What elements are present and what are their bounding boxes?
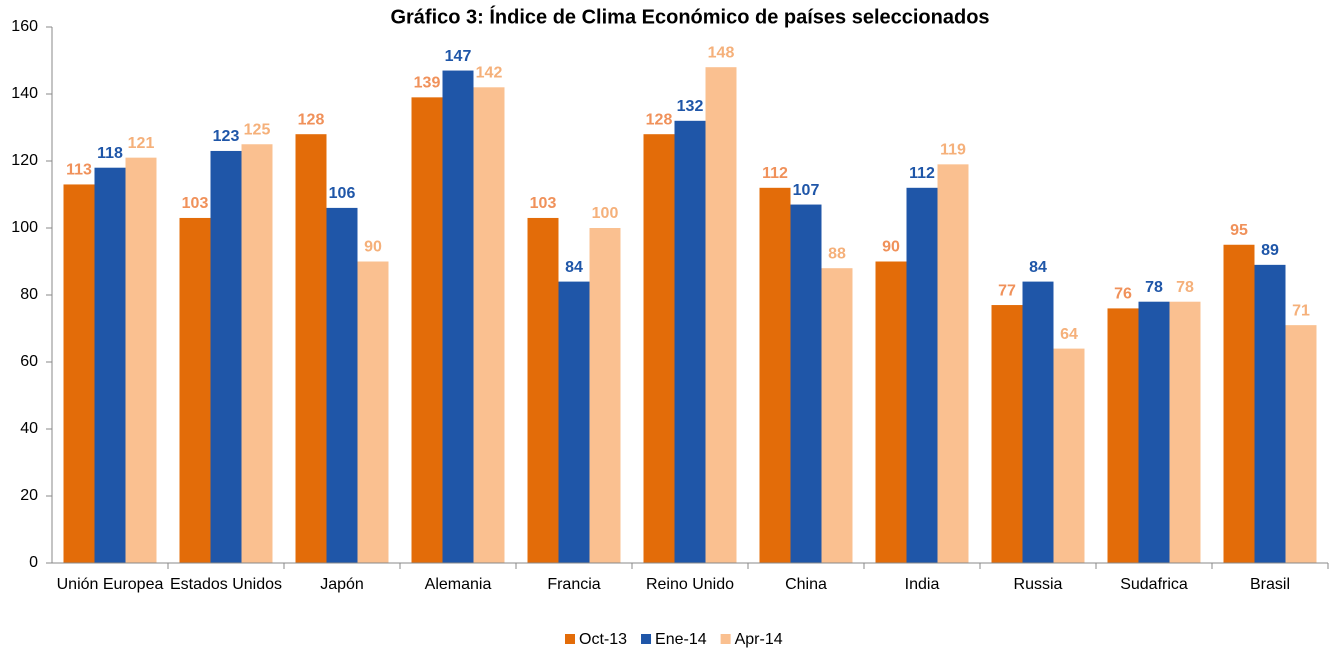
bar: [674, 120, 706, 564]
x-tick-label: Brasil: [1250, 576, 1290, 593]
bar: [937, 164, 969, 563]
value-label: 148: [708, 44, 735, 61]
value-label: 128: [298, 111, 325, 128]
value-label: 78: [1176, 279, 1194, 296]
x-tick-label: China: [785, 576, 827, 593]
value-label: 128: [646, 111, 673, 128]
value-label: 95: [1230, 222, 1248, 239]
value-label: 77: [998, 282, 1016, 299]
y-tick-label: 60: [20, 353, 38, 370]
bar: [1022, 281, 1054, 563]
value-label: 142: [476, 65, 503, 82]
y-tick-label: 20: [20, 487, 38, 504]
bar: [357, 261, 389, 563]
bar: [991, 305, 1023, 563]
bar: [326, 207, 358, 563]
value-label: 88: [828, 245, 846, 262]
value-label: 90: [364, 239, 382, 256]
bar: [1223, 244, 1255, 563]
value-label: 112: [762, 165, 788, 182]
value-label: 125: [244, 121, 271, 138]
value-label: 118: [97, 145, 123, 162]
value-label: 107: [793, 182, 820, 199]
y-tick-label: 40: [20, 420, 38, 437]
y-tick-label: 140: [11, 85, 38, 102]
bar: [527, 217, 559, 563]
value-label: 147: [445, 48, 472, 65]
bar: [1053, 348, 1085, 563]
legend-swatch: [641, 634, 652, 644]
value-label: 84: [1029, 259, 1047, 276]
bar: [705, 67, 737, 563]
value-label: 90: [882, 239, 900, 256]
legend-label: Apr-14: [735, 631, 783, 648]
x-tick-label: Japón: [320, 576, 364, 593]
x-tick-label: Unión Europea: [57, 576, 164, 593]
bar: [1169, 301, 1201, 563]
value-label: 112: [909, 165, 935, 182]
legend-swatch: [565, 634, 575, 644]
x-tick-label: Alemania: [425, 576, 492, 593]
legend-label: Ene-14: [655, 631, 707, 648]
y-tick-label: 100: [11, 219, 38, 236]
value-label: 89: [1261, 242, 1279, 259]
y-tick-label: 0: [29, 554, 38, 571]
value-label: 71: [1292, 302, 1310, 319]
bar: [94, 167, 126, 563]
bar: [1138, 301, 1170, 563]
value-label: 119: [940, 142, 966, 159]
bar: [589, 228, 621, 563]
bar: [558, 281, 590, 563]
value-label: 100: [592, 205, 619, 222]
bar: [125, 157, 157, 563]
x-tick-label: Sudafrica: [1120, 576, 1188, 593]
x-tick-label: Russia: [1014, 576, 1063, 593]
bar: [210, 150, 242, 563]
value-label: 76: [1114, 286, 1132, 303]
bar: [473, 87, 505, 564]
x-tick-label: India: [905, 576, 940, 593]
value-label: 78: [1145, 279, 1163, 296]
bar: [643, 134, 675, 563]
bar: [442, 70, 474, 564]
value-label: 103: [182, 195, 209, 212]
x-tick-label: Estados Unidos: [170, 576, 282, 593]
legend-swatch: [720, 634, 731, 644]
bar: [1254, 264, 1286, 563]
value-label: 84: [565, 259, 583, 276]
bar: [906, 187, 938, 564]
value-label: 121: [128, 135, 155, 152]
bar: [1285, 325, 1317, 563]
value-label: 64: [1060, 326, 1078, 343]
bar: [63, 184, 95, 563]
y-tick-label: 160: [11, 18, 38, 35]
bar: [821, 268, 853, 563]
x-tick-label: Francia: [547, 576, 600, 593]
value-label: 132: [677, 98, 704, 115]
bar: [411, 97, 443, 563]
legend-label: Oct-13: [579, 631, 627, 648]
value-label: 139: [414, 75, 441, 92]
y-tick-label: 120: [11, 152, 38, 169]
value-label: 106: [329, 185, 356, 202]
bar: [241, 144, 273, 563]
bar: [759, 187, 791, 564]
value-label: 103: [530, 195, 557, 212]
bar: [179, 217, 211, 563]
value-label: 113: [66, 162, 92, 179]
y-tick-label: 80: [20, 286, 38, 303]
bar: [875, 261, 907, 563]
chart-title: Gráfico 3: Índice de Clima Económico de …: [390, 5, 989, 28]
x-tick-label: Reino Unido: [646, 576, 734, 593]
bar: [790, 204, 822, 564]
bar: [295, 134, 327, 563]
value-label: 123: [213, 128, 240, 145]
bar: [1107, 308, 1139, 563]
